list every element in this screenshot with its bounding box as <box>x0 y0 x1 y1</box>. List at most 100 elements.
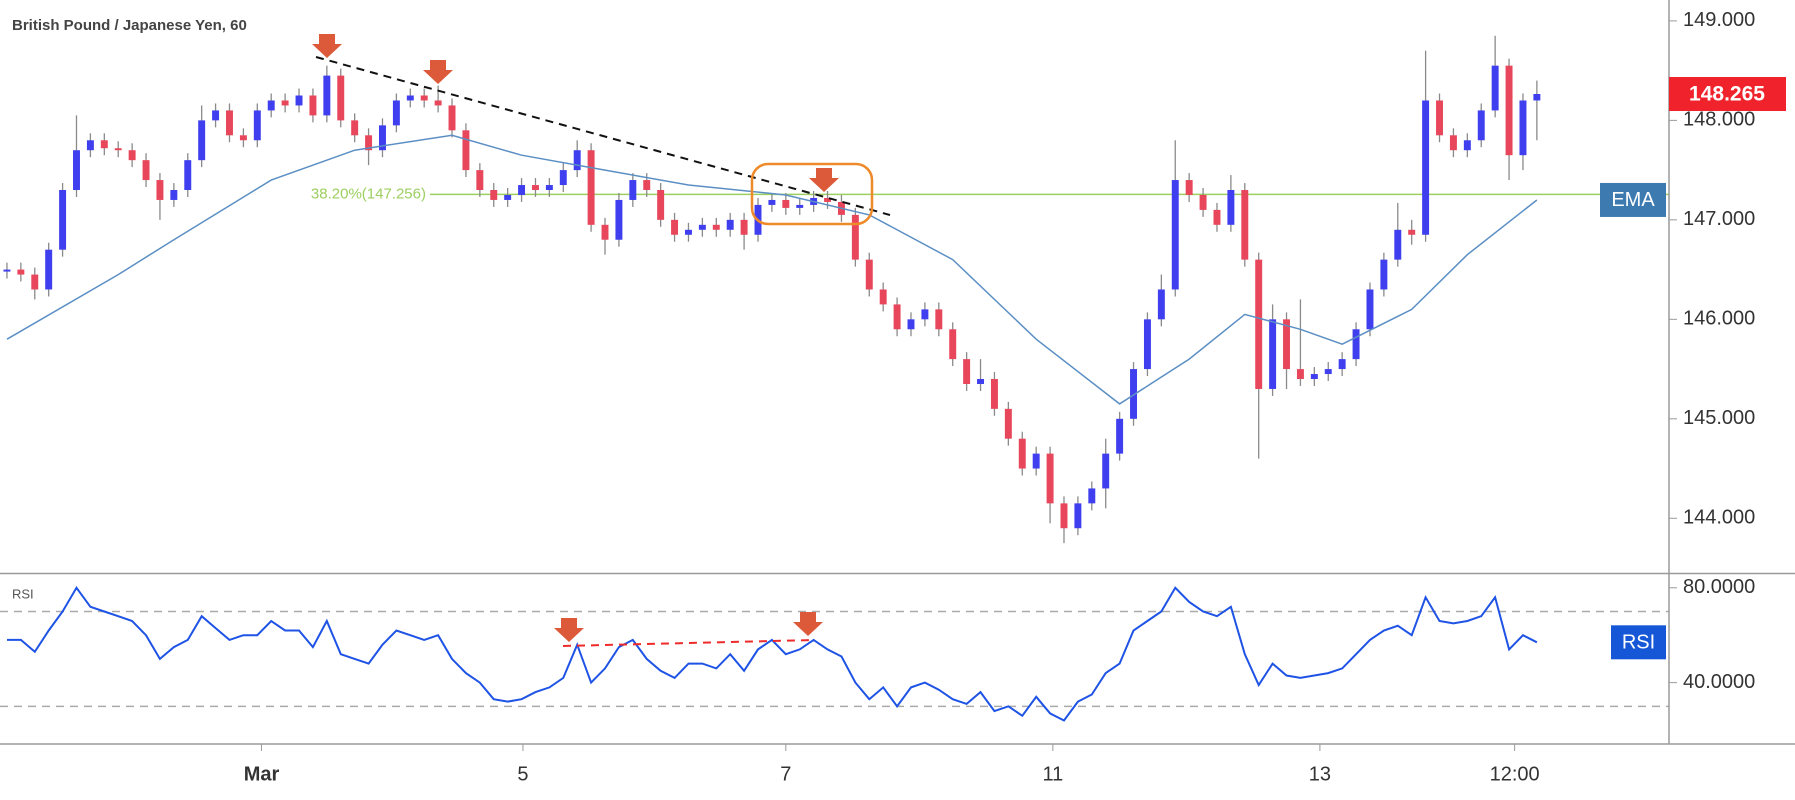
candle-body <box>518 185 526 195</box>
candle-body <box>1032 453 1040 469</box>
x-tick-label: 13 <box>1309 763 1331 785</box>
candle-body <box>1463 140 1471 151</box>
candle-body <box>963 359 971 384</box>
candle-body <box>295 95 303 106</box>
candle-body <box>323 75 331 116</box>
candle-body <box>1366 289 1374 330</box>
y-tick-label: 149.000 <box>1683 9 1755 31</box>
candle-body <box>1491 65 1499 111</box>
candle-body <box>1310 374 1318 380</box>
candle-body <box>740 219 748 235</box>
candle-body <box>977 379 985 384</box>
candle-body <box>782 199 790 208</box>
candle-body <box>712 224 720 230</box>
candle-body <box>1046 453 1054 504</box>
candle-body <box>365 135 373 151</box>
candle-body <box>1143 319 1151 370</box>
candle-body <box>434 100 442 106</box>
trend-line <box>315 56 891 216</box>
candle-body <box>1505 65 1513 156</box>
candle-body <box>59 190 67 250</box>
candle-body <box>879 289 887 305</box>
candle-body <box>768 199 776 205</box>
candle-body <box>309 95 317 116</box>
candle-body <box>824 197 832 202</box>
x-tick-label: 5 <box>517 763 528 785</box>
candle-body <box>907 319 915 330</box>
last-price-box <box>1669 77 1786 112</box>
rsi-tag-box <box>1611 625 1666 660</box>
candle-body <box>1477 110 1485 141</box>
x-tick-label: Mar <box>244 763 280 785</box>
candle-body <box>212 110 220 121</box>
candle-body <box>100 140 108 149</box>
arrow-marker <box>423 60 453 84</box>
candle-body <box>184 160 192 191</box>
candle-body <box>1436 100 1443 136</box>
y-tick-label: 144.000 <box>1683 507 1755 529</box>
candle-body <box>114 148 122 151</box>
candle-body <box>1338 359 1346 370</box>
x-tick-label: 12:00 <box>1490 763 1540 785</box>
candle-body <box>142 160 150 181</box>
candle-body <box>601 224 609 240</box>
candle-body <box>462 130 470 171</box>
candle-body <box>1171 180 1179 290</box>
candle-body <box>1394 229 1402 260</box>
candle-body <box>1241 190 1249 260</box>
candle-body <box>545 185 553 191</box>
rsi-tag-label: RSI <box>1622 632 1655 654</box>
candle-body <box>1380 259 1388 290</box>
candle-body <box>1116 418 1124 454</box>
candle-body <box>1004 408 1012 439</box>
candle-body <box>851 214 859 260</box>
y-tick-label: 148.000 <box>1683 109 1755 131</box>
arrow-marker <box>809 168 839 192</box>
candle-body <box>1227 190 1235 225</box>
candle-body <box>504 194 512 200</box>
candle-body <box>587 150 595 225</box>
candle-body <box>1519 100 1527 156</box>
candle-body <box>170 190 178 200</box>
candle-body <box>1018 438 1026 469</box>
candle-body <box>671 219 679 235</box>
candle-body <box>156 180 164 200</box>
y-tick-label: 80.0000 <box>1683 576 1755 598</box>
candle-body <box>1533 94 1541 101</box>
candle-body <box>86 140 94 151</box>
candle-body <box>935 309 943 330</box>
candle-body <box>1283 319 1290 370</box>
candle-body <box>1185 180 1193 195</box>
candle-body <box>1088 488 1096 504</box>
annotations <box>312 34 891 647</box>
ema-tag-label: EMA <box>1611 189 1655 211</box>
candle-body <box>615 199 623 240</box>
candle-body <box>726 219 734 230</box>
candle-body <box>476 170 484 191</box>
candle-body <box>1449 135 1457 151</box>
candle-body <box>559 170 567 186</box>
candle-body <box>128 150 136 161</box>
y-tick-label: 40.0000 <box>1683 671 1755 693</box>
candle-body <box>351 120 359 136</box>
tag-layer: EMA 148.265 RSI <box>1600 77 1786 660</box>
candle-body <box>420 95 428 101</box>
y-tick-label: 145.000 <box>1683 407 1755 429</box>
candle-body <box>1296 369 1304 380</box>
candle-body <box>253 110 261 141</box>
candle-body <box>448 105 456 131</box>
candle-body <box>1408 229 1416 235</box>
chart-title: British Pound / Japanese Yen, 60 <box>12 17 247 34</box>
candle-body <box>17 269 25 275</box>
candle-body <box>392 100 400 126</box>
candle-body <box>1213 209 1221 225</box>
candle-body <box>1074 503 1082 529</box>
candle-body <box>573 150 581 171</box>
candle-body <box>1352 329 1360 360</box>
candle-body <box>267 100 275 111</box>
candle-body <box>73 150 80 191</box>
arrow-marker <box>554 618 584 642</box>
candle-body <box>1102 453 1110 489</box>
